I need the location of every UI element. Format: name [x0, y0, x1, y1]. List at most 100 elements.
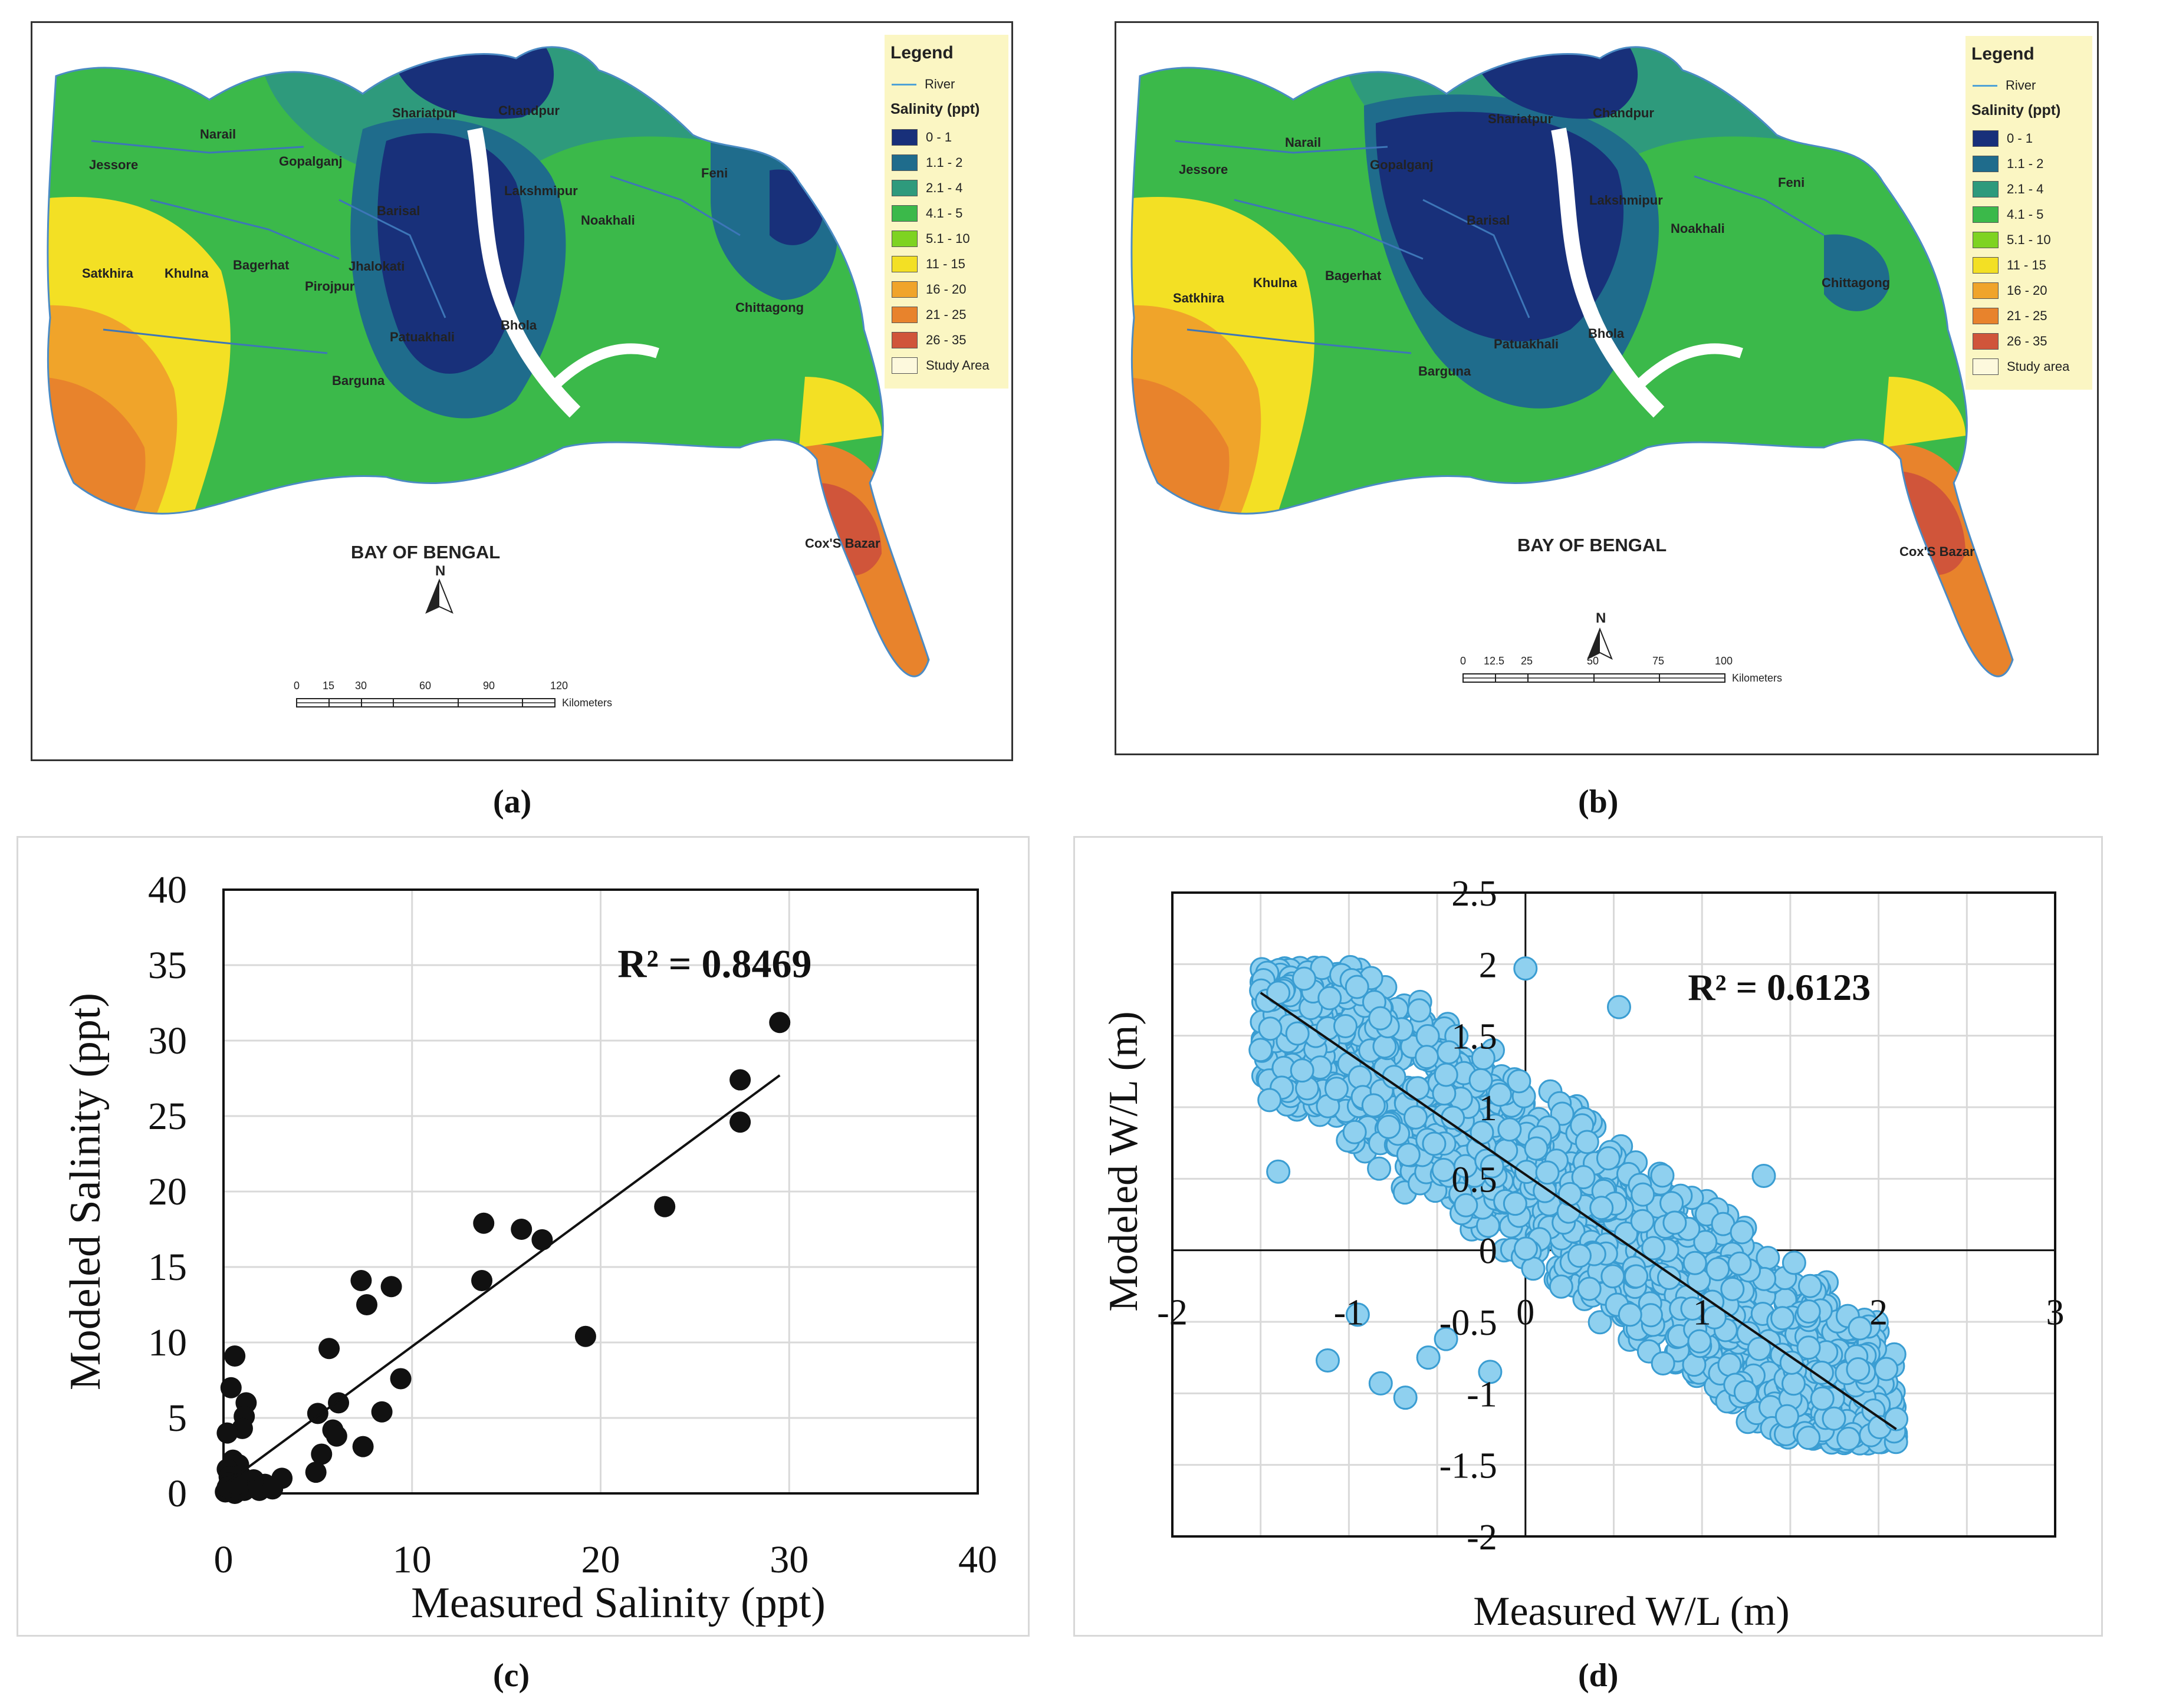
- data-point: [1415, 1045, 1439, 1069]
- data-point: [1368, 1371, 1393, 1396]
- data-point: [1393, 1386, 1418, 1410]
- map-panel-b: Shariatpur Chandpur Narail Gopalganj Jes…: [1115, 21, 2099, 755]
- map-a-zone-chittagong-core: [770, 169, 823, 245]
- scale-tick: 90: [483, 680, 495, 692]
- x-tick-label: 40: [958, 1538, 997, 1581]
- data-point: [1577, 1276, 1602, 1301]
- data-point: [1600, 1264, 1625, 1289]
- legend-subtitle: Salinity (ppt): [890, 101, 980, 117]
- y-tick-label: 30: [148, 1019, 187, 1062]
- data-point: [1796, 1299, 1821, 1324]
- data-point: [654, 1196, 676, 1217]
- data-point: [1687, 1329, 1712, 1354]
- y-tick-label: 20: [148, 1170, 187, 1213]
- map-b-zone-coxs-yellow: [1883, 377, 1965, 447]
- river-line-icon: [1973, 84, 1997, 87]
- north-label: N: [435, 563, 446, 579]
- data-point: [1730, 1220, 1754, 1245]
- legend-item: 11 - 15: [892, 254, 965, 275]
- x-tick-label: -1: [1334, 1293, 1365, 1333]
- place-label: Bagerhat: [233, 258, 290, 272]
- data-point: [1884, 1407, 1909, 1431]
- data-point: [1347, 1065, 1372, 1090]
- data-point: [1774, 1404, 1799, 1429]
- data-point: [1557, 1182, 1582, 1206]
- map-a-rivers: [91, 140, 741, 354]
- data-point: [1822, 1406, 1846, 1431]
- legend-item: 16 - 20: [1973, 280, 2047, 301]
- river-line-icon: [892, 83, 916, 85]
- data-point: [1285, 1021, 1310, 1046]
- data-point: [473, 1212, 495, 1234]
- legend-item: 1.1 - 2: [1973, 153, 2043, 175]
- data-point: [1376, 1114, 1401, 1139]
- place-label: Chittagong: [735, 300, 804, 315]
- data-point: [1503, 1192, 1527, 1216]
- place-label: Noakhali: [1671, 221, 1725, 236]
- data-point: [1416, 1345, 1441, 1370]
- data-point: [1682, 1250, 1707, 1275]
- place-label: Satkhira: [1173, 291, 1224, 305]
- data-point: [531, 1229, 553, 1250]
- data-point: [1618, 1302, 1642, 1327]
- legend-item: 26 - 35: [892, 330, 967, 351]
- data-point: [1836, 1426, 1861, 1451]
- legend-item: 0 - 1: [892, 127, 952, 148]
- map-a-north-arrow: [425, 578, 453, 614]
- data-point: [1291, 966, 1316, 991]
- map-panel-a: Shariatpur Chandpur Narail Gopalganj Jes…: [31, 21, 1013, 761]
- legend-item: 4.1 - 5: [1973, 204, 2043, 225]
- legend-item: 5.1 - 10: [1973, 229, 2051, 251]
- y-axis-title: Modeled W/L (m): [1101, 1011, 1146, 1311]
- place-label: Noakhali: [581, 213, 635, 228]
- scale-tick: 30: [355, 680, 367, 692]
- data-point: [1345, 975, 1369, 999]
- y-tick-label: 1.5: [1451, 1017, 1497, 1057]
- caption-c: (c): [493, 1657, 530, 1694]
- y-tick-label: 10: [148, 1321, 187, 1364]
- place-label: Shariatpur: [1488, 111, 1553, 126]
- legend-item: 2.1 - 4: [892, 177, 962, 199]
- scale-unit: Kilometers: [562, 697, 613, 709]
- place-label: Bhola: [501, 318, 537, 333]
- map-a-zone-coxs-yellow: [799, 377, 882, 447]
- legend-item: Study area: [1973, 356, 2069, 377]
- map-a-zone-coxs: [799, 444, 929, 677]
- data-point: [1549, 1274, 1573, 1299]
- x-tick-label: 0: [1516, 1293, 1534, 1333]
- data-point: [1751, 1163, 1776, 1188]
- legend-river: River: [1973, 75, 2036, 96]
- data-point: [1596, 1146, 1621, 1171]
- plot-border: [222, 888, 979, 1495]
- data-point: [1258, 1016, 1283, 1041]
- x-tick-label: 0: [214, 1538, 234, 1581]
- legend-item: 5.1 - 10: [892, 228, 970, 249]
- map-a-svg: [47, 46, 930, 707]
- data-point: [1367, 1156, 1392, 1181]
- place-label: Bhola: [1588, 326, 1625, 341]
- data-point: [1571, 1165, 1596, 1190]
- place-label: Khulna: [165, 266, 209, 281]
- map-b-zone-chittagong: [1824, 234, 1890, 311]
- map-b-zone-coxs: [1883, 444, 2013, 677]
- data-point: [262, 1478, 284, 1500]
- map-b-rivers: [1175, 140, 1825, 354]
- place-label: Narail: [1285, 135, 1322, 150]
- data-point: [1797, 1273, 1822, 1298]
- x-tick-label: 30: [770, 1538, 808, 1581]
- scale-unit: Kilometers: [1732, 672, 1783, 684]
- data-point: [1487, 1082, 1512, 1107]
- data-point: [729, 1111, 751, 1133]
- map-b-svg: [1130, 46, 2014, 683]
- y-tick-label: 25: [148, 1095, 187, 1138]
- data-point: [224, 1345, 246, 1367]
- data-point: [1650, 1163, 1675, 1188]
- place-label: Chittagong: [1822, 275, 1891, 290]
- data-point: [1333, 1013, 1358, 1038]
- place-label: Shariatpur: [392, 106, 458, 120]
- data-point: [216, 1422, 238, 1444]
- data-point: [1770, 1306, 1795, 1331]
- legend-item: 16 - 20: [892, 279, 967, 300]
- data-point: [1809, 1360, 1834, 1385]
- data-point: [1368, 1006, 1393, 1031]
